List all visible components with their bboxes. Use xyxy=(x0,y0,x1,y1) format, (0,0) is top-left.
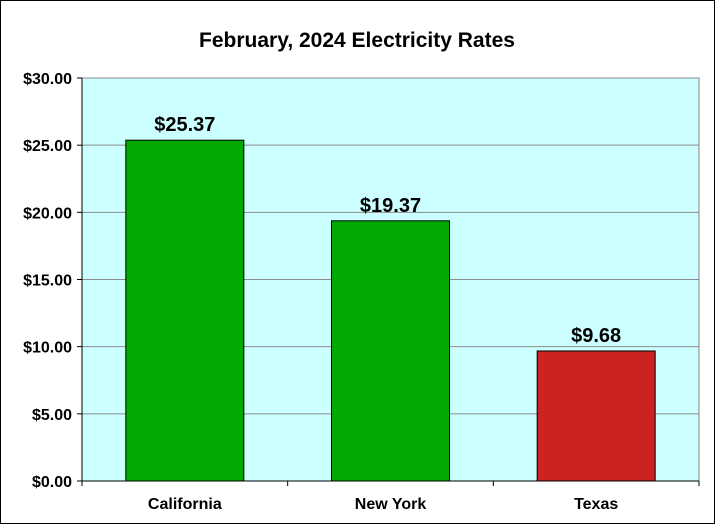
labels: $0.00 $5.00 $10.00 $15.00 $20.00 $25.00 $30.00… xyxy=(23,71,621,513)
data-label: $25.37 xyxy=(154,114,215,136)
bar-texas xyxy=(536,350,656,482)
x-category-label: New York xyxy=(355,496,427,513)
y-tick-label: $30.00 xyxy=(23,71,72,88)
axes xyxy=(77,77,700,486)
data-label: $9.68 xyxy=(571,325,621,347)
chart-title: February, 2024 Electricity Rates xyxy=(199,29,515,52)
y-tick-label: $0.00 xyxy=(32,474,72,491)
y-tick-label: $25.00 xyxy=(23,138,72,155)
bar-california xyxy=(125,139,245,482)
y-tick-label: $20.00 xyxy=(23,205,72,222)
y-tick-label: $10.00 xyxy=(23,340,72,357)
x-category-label: Texas xyxy=(574,496,618,513)
y-tick-label: $5.00 xyxy=(32,407,72,424)
data-label: $19.37 xyxy=(360,195,421,217)
y-tick-label: $15.00 xyxy=(23,273,72,290)
bar-new-york xyxy=(331,220,450,482)
x-category-label: California xyxy=(148,496,222,513)
bars xyxy=(125,139,656,482)
